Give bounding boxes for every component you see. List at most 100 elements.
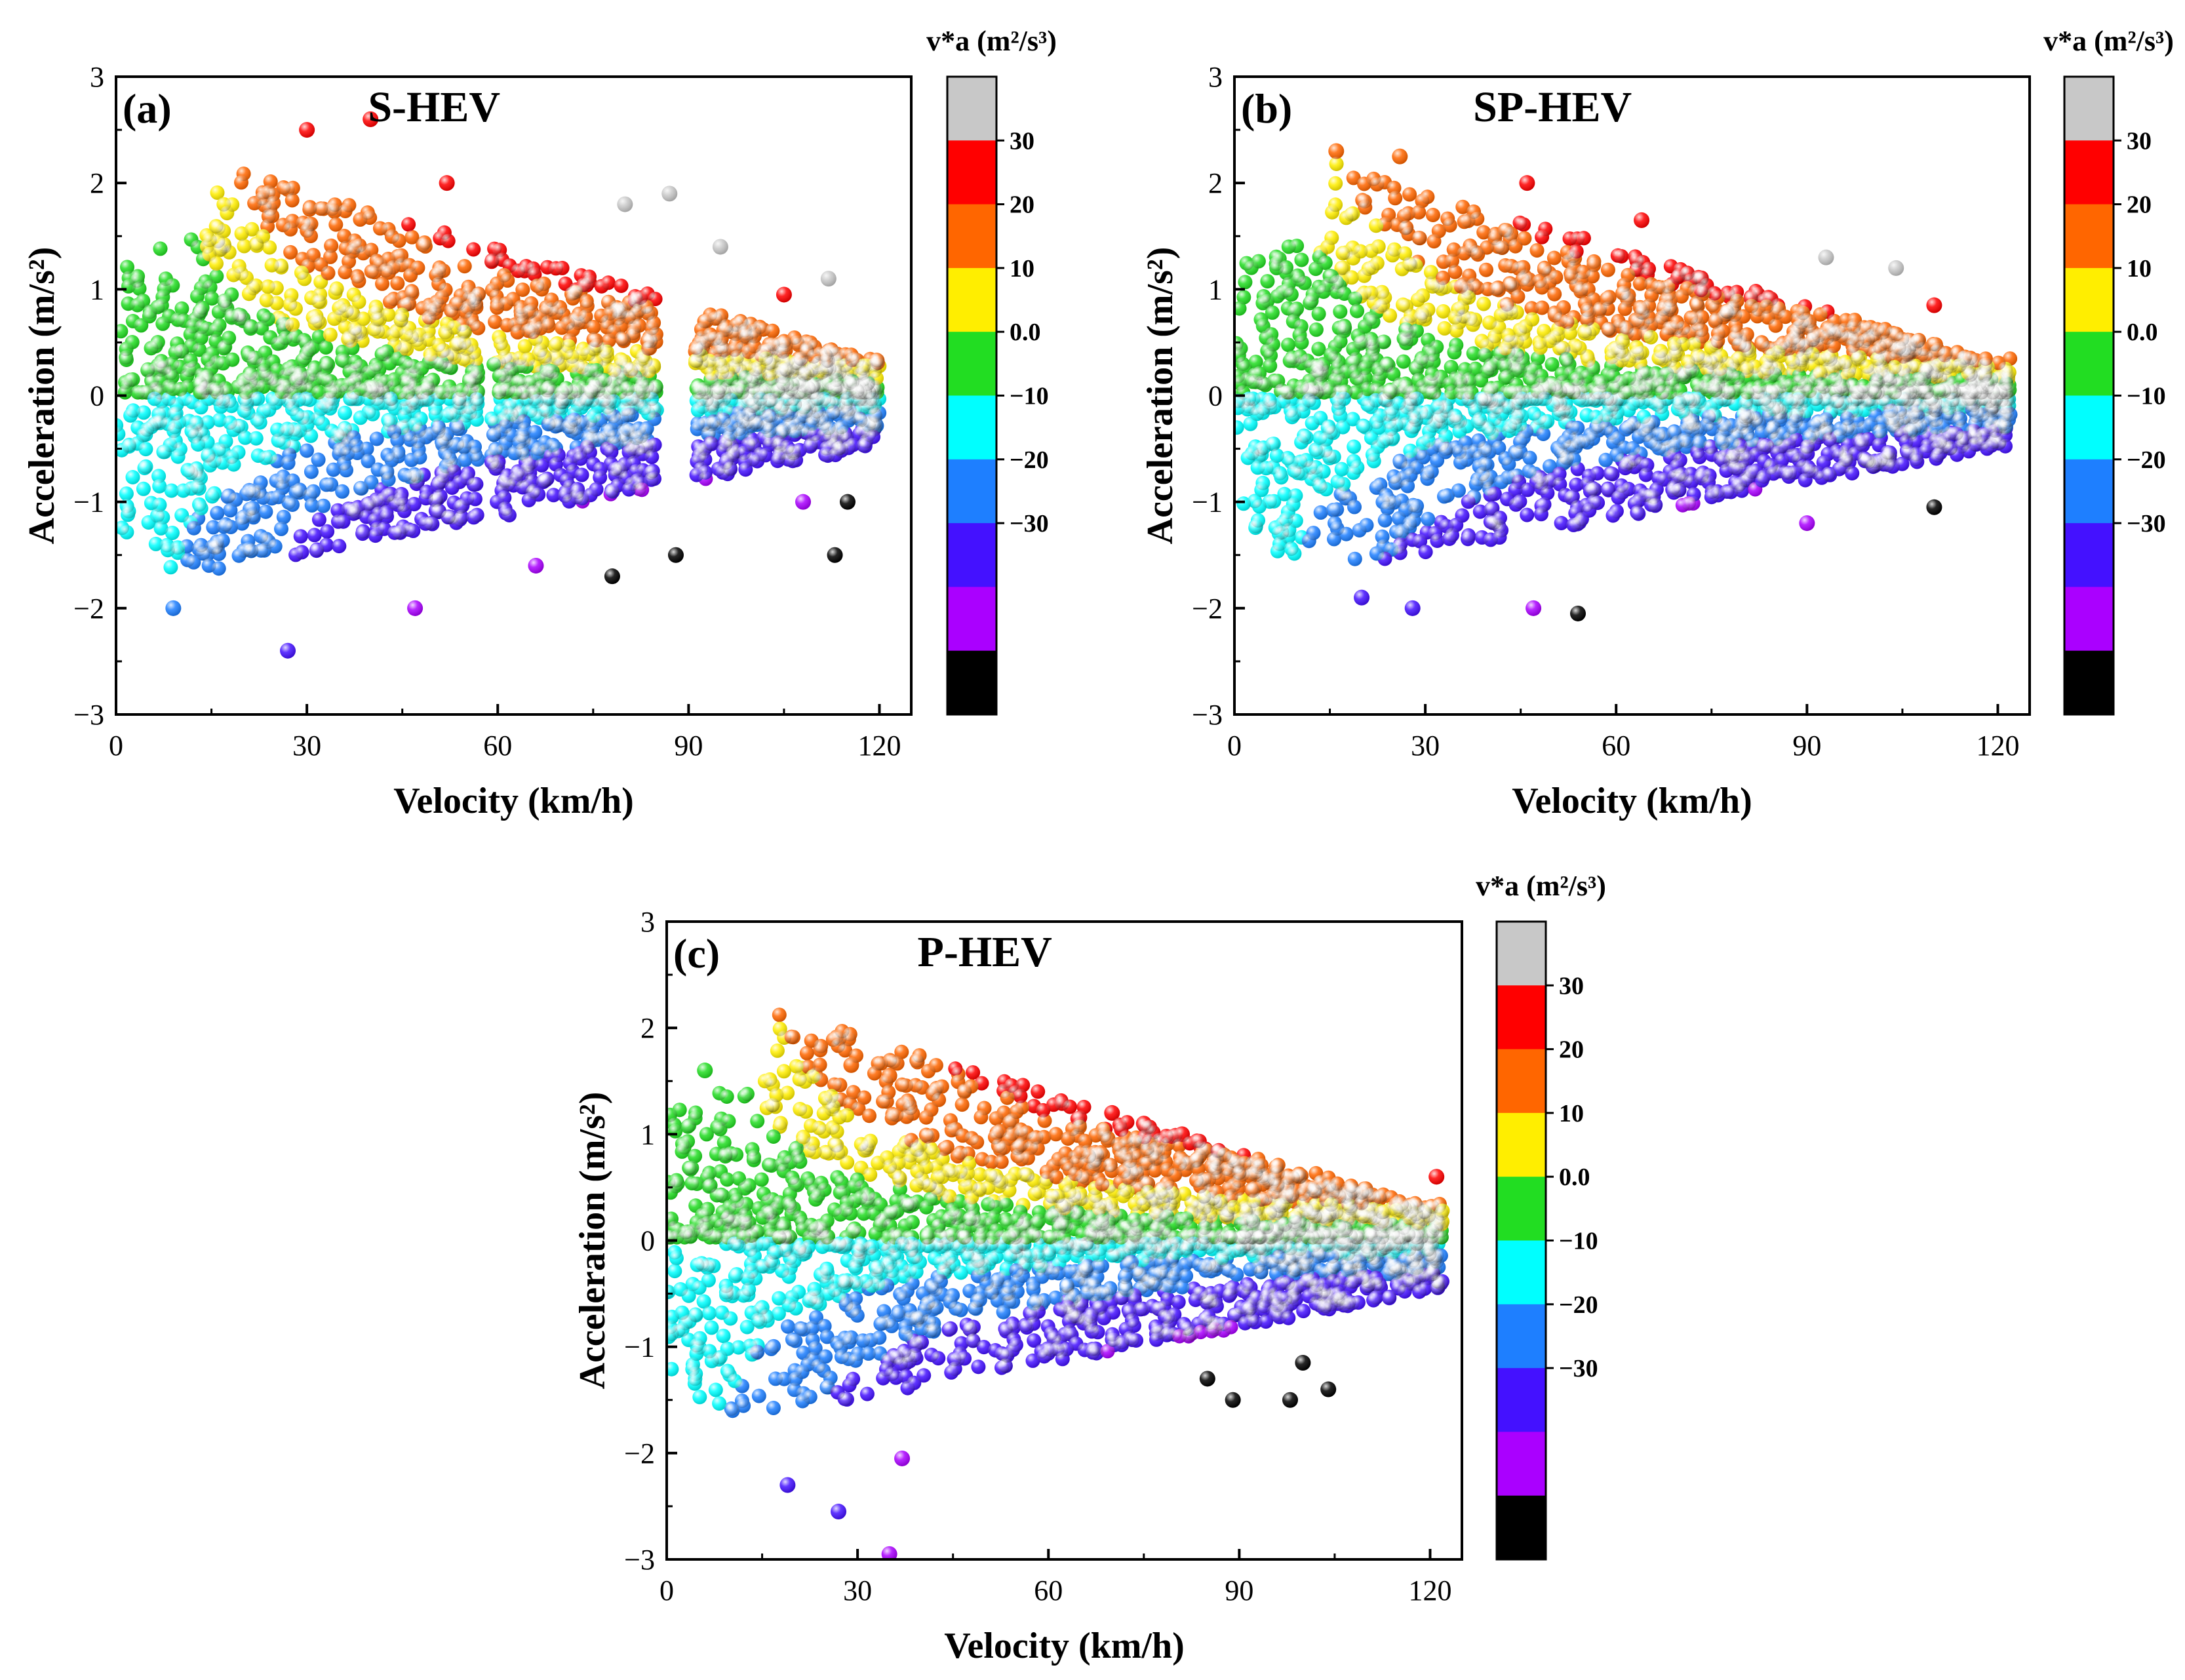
scatter-point-shade [201,352,216,367]
scatter-point-shade [208,219,224,234]
scatter-point-shade [667,547,684,563]
scatter-point-shade [369,431,384,446]
colorbar-bin [947,140,996,205]
scatter-point-shade [661,186,678,202]
colorbar-tick-label: −30 [1010,510,1049,537]
scatter-point-shade [703,327,718,342]
scatter-point-shade [727,342,742,357]
scatter-point-shade [452,512,467,527]
scatter-point-shade [422,310,437,325]
scatter-point-shade [454,383,469,397]
scatter-point-shade [209,269,224,284]
scatter-point-shade [120,260,134,275]
scatter-point-shade [714,331,729,346]
scatter-point-shade [183,353,198,368]
scatter-points [116,111,887,659]
scatter-point-shade [257,543,272,558]
scatter-point-shade [364,475,379,490]
scatter-point-shade [260,279,275,294]
scatter-point-shade [216,197,231,212]
scatter-point-shade [387,525,402,540]
scatter-point-shade [718,455,734,470]
scatter-point-shade [500,383,515,398]
scatter-point-shade [431,265,446,280]
scatter-point-shade [484,253,500,268]
scatter-point-shade [364,243,379,258]
scatter-point-shade [503,362,519,377]
scatter-point-shade [252,415,267,430]
scatter-point-shade [493,336,508,351]
scatter-point-shade [140,422,155,437]
scatter-point-shade [545,364,560,379]
scatter-point-shade [435,474,449,489]
chart-title: S-HEV [368,83,500,131]
scatter-point-shade [304,498,319,513]
scatter-point-shade [323,383,338,399]
scatter-point-shade [636,385,650,400]
scatter-point-shade [324,238,339,253]
scatter-point-shade [224,520,239,534]
scatter-point-shade [484,454,499,469]
scatter-point-shade [606,429,621,444]
scatter-point-shade [774,400,789,416]
scatter-point-shade [718,437,732,452]
scatter-point-shade [329,281,344,296]
scatter-point-shade [195,319,210,334]
scatter-point-shade [216,356,231,371]
scatter-point-shade [621,408,636,422]
scatter-point-shade [280,421,295,437]
scatter-point-shade [361,454,376,469]
scatter-point-shade [327,197,342,212]
scatter-point-shade [558,488,573,503]
scatter-point-shade [800,366,815,381]
scatter-point-shade [456,336,471,350]
scatter-point-shade [231,307,246,322]
scatter-point-shade [689,467,704,482]
scatter-point-shade [525,324,540,340]
scatter-point-shade [130,298,145,313]
scatter-point-shade [521,458,536,472]
scatter-point-shade [258,504,273,519]
scatter-point-shade [586,320,601,334]
scatter-point-shade [165,526,180,540]
scatter-point-shade [844,353,859,368]
scatter-point-shade [580,440,595,455]
scatter-point-shade [245,500,260,515]
scatter-point-shade [266,195,281,210]
scatter-point-shade [608,461,623,477]
scatter-point-shade [130,273,145,288]
scatter-point-shade [521,352,536,366]
scatter-point-shade [147,391,162,406]
scatter-point-shade [335,484,350,499]
scatter-point-shade [238,430,252,445]
scatter-point-shade [186,520,201,536]
scatter-point-shade [311,512,326,527]
scatter-point-shade [263,330,278,345]
scatter-point-shade [387,372,402,387]
scatter-point-shade [604,568,620,585]
scatter-point-shade [533,343,548,358]
scatter-point-shade [150,300,165,315]
scatter-point-shade [274,521,288,536]
scatter-point-shade [119,486,134,501]
scatter-point-shade [763,393,778,408]
scatter-point-shade [420,381,435,396]
scatter-point-shade [689,353,704,368]
colorbar-bin [947,395,996,460]
scatter-point-shade [254,529,268,543]
scatter-point-shade [367,265,382,280]
scatter-point-shade [515,283,530,297]
scatter-point-shade [311,452,326,467]
scatter-point-shade [294,265,309,280]
scatter-point-shade [629,431,644,446]
scatter-point-shade [586,408,601,423]
scatter-point-shade [119,342,134,357]
scatter-point-shade [245,222,260,237]
scatter-point-shade [208,322,224,338]
scatter-point-shade [641,364,656,378]
scatter-point-shade [193,537,208,553]
scatter-point-shade [574,467,589,482]
scatter-point-shade [189,479,205,494]
scatter-point-shade [294,371,309,386]
